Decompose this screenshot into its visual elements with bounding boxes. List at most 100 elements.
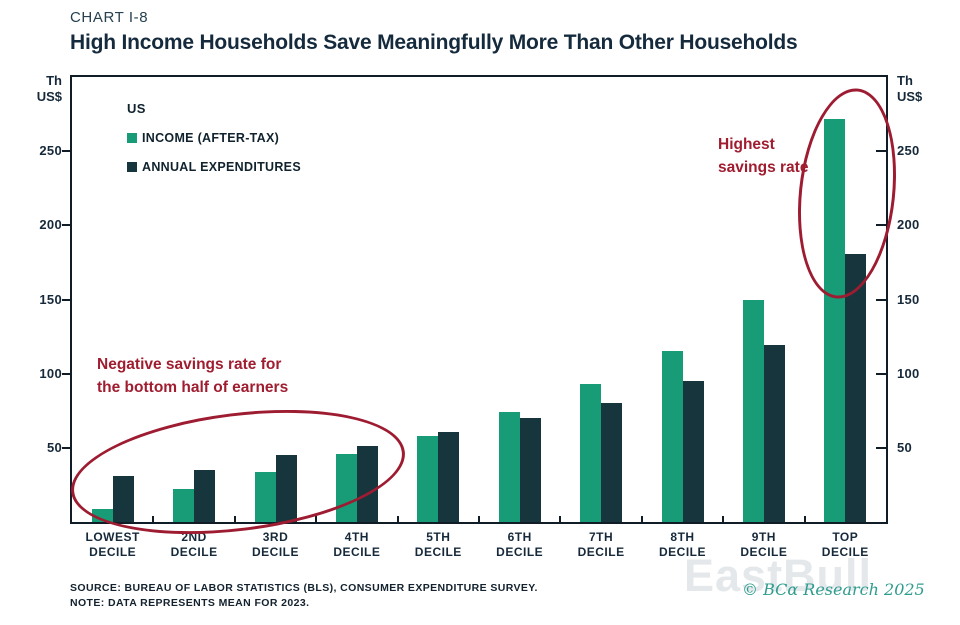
bar-expenditures-1	[112, 476, 134, 522]
x-axis-label: LOWEST DECILE	[68, 530, 158, 560]
bar-income-7	[580, 384, 602, 522]
x-axis-label-line: 2ND	[181, 530, 207, 544]
plot-area	[62, 75, 888, 524]
bar-income-1	[91, 508, 113, 522]
x-axis-label-line: DECILE	[658, 545, 706, 559]
bar-expenditures-3	[275, 455, 297, 522]
bar-expenditures-10	[845, 253, 867, 522]
x-tick	[315, 516, 318, 522]
bar-income-5	[417, 435, 439, 522]
y-axis-label-left: 200	[39, 217, 62, 233]
y-tick-right	[876, 298, 886, 301]
bar-expenditures-8	[682, 381, 704, 522]
bar-income-3	[254, 471, 276, 522]
x-axis-label-line: 9TH	[751, 530, 776, 544]
bar-income-4	[335, 453, 357, 522]
x-axis-label-line: DECILE	[496, 545, 544, 559]
y-tick-left	[62, 446, 72, 449]
y-axis-label-right: 150	[897, 291, 920, 307]
note-text: NOTE: DATA REPRESENTS MEAN FOR 2023.	[70, 597, 310, 609]
right-axis-unit: Th US$	[897, 73, 922, 105]
legend-item-income: INCOME (AFTER-TAX)	[127, 131, 301, 145]
annotation-highest-savings: Highest savings rate	[718, 136, 809, 176]
legend-item-label: INCOME (AFTER-TAX)	[142, 131, 280, 145]
y-tick-left	[62, 224, 72, 227]
chart-kicker: CHART I-8	[70, 9, 149, 26]
x-tick	[803, 516, 806, 522]
page-title: High Income Households Save Meaningfully…	[70, 31, 798, 54]
chart-legend: US INCOME (AFTER-TAX) ANNUAL EXPENDITURE…	[127, 101, 301, 174]
y-tick-right	[876, 150, 886, 153]
legend-item-label: ANNUAL EXPENDITURES	[142, 160, 301, 174]
bar-expenditures-7	[601, 403, 623, 522]
y-tick-right	[876, 446, 886, 449]
x-axis-label-line: 5TH	[426, 530, 451, 544]
left-axis-unit: Th US$	[8, 73, 62, 105]
y-tick-left	[62, 298, 72, 301]
expenditures-swatch-icon	[127, 162, 137, 172]
x-axis-label-line: 3RD	[262, 530, 289, 544]
x-tick	[233, 516, 236, 522]
x-axis-label-line: DECILE	[414, 545, 462, 559]
x-axis-label-line: DECILE	[333, 545, 381, 559]
x-axis-label-line: DECILE	[251, 545, 299, 559]
x-axis-label-line: LOWEST	[85, 530, 140, 544]
y-axis-label-left: 50	[46, 439, 62, 455]
right-axis-unit-line1: Th	[897, 73, 913, 88]
x-tick	[396, 516, 399, 522]
y-axis-label-right: 200	[897, 217, 920, 233]
bar-expenditures-5	[438, 431, 460, 522]
bar-expenditures-9	[763, 345, 785, 522]
y-axis-label-right: 100	[897, 365, 920, 381]
x-tick	[478, 516, 480, 522]
x-axis-label: 7TH DECILE	[556, 530, 646, 560]
x-axis-label-line: 8TH	[670, 530, 695, 544]
x-axis-label: 3RD DECILE	[231, 530, 321, 560]
bar-income-9	[742, 299, 764, 522]
source-text: SOURCE: BUREAU OF LABOR STATISTICS (BLS)…	[70, 582, 538, 594]
x-tick	[559, 516, 562, 522]
x-axis-label-line: DECILE	[577, 545, 625, 559]
legend-region-label: US	[127, 101, 146, 116]
x-axis-label-line: 4TH	[344, 530, 369, 544]
y-tick-right	[876, 224, 886, 227]
x-tick	[152, 516, 155, 522]
watermark-text: EastBull	[684, 550, 873, 601]
x-axis-label-line: 7TH	[589, 530, 614, 544]
x-axis-label: 8TH DECILE	[638, 530, 728, 560]
right-axis-unit-line2: US$	[897, 89, 923, 104]
x-tick	[722, 516, 725, 522]
x-axis-label: 4TH DECILE	[312, 530, 402, 560]
bar-expenditures-4	[356, 446, 378, 522]
x-axis-label: 9TH DECILE	[719, 530, 809, 560]
bar-income-6	[498, 412, 520, 522]
y-tick-left	[62, 372, 72, 375]
x-axis-label: 2ND DECILE	[149, 530, 239, 560]
x-axis-label-line: DECILE	[821, 545, 869, 559]
x-axis-label: 6TH DECILE	[475, 530, 565, 560]
y-axis-label-right: 50	[897, 439, 913, 455]
bar-expenditures-2	[194, 470, 216, 522]
y-axis-label-right: 250	[897, 143, 920, 159]
x-axis-label-line: TOP	[832, 530, 859, 544]
x-axis-label: TOP DECILE	[800, 530, 890, 560]
y-axis-label-left: 100	[39, 365, 62, 381]
x-axis-label-line: DECILE	[89, 545, 137, 559]
bar-income-10	[824, 118, 846, 522]
bar-income-2	[173, 489, 195, 522]
x-axis-label: 5TH DECILE	[393, 530, 483, 560]
copyright-text: © BCα Research 2025	[742, 580, 925, 599]
left-axis-unit-line2: US$	[36, 89, 62, 104]
x-axis-label-line: DECILE	[170, 545, 218, 559]
y-axis-label-left: 250	[39, 143, 62, 159]
left-axis-unit-line1: Th	[46, 73, 62, 88]
x-axis-label-line: DECILE	[740, 545, 788, 559]
annotation-negative-savings: Negative savings rate for the bottom hal…	[97, 356, 289, 396]
x-tick	[640, 516, 643, 522]
legend-item-expenditures: ANNUAL EXPENDITURES	[127, 160, 301, 174]
bar-income-8	[661, 351, 683, 522]
y-tick-left	[62, 150, 72, 153]
bar-expenditures-6	[519, 418, 541, 522]
income-swatch-icon	[127, 133, 137, 143]
